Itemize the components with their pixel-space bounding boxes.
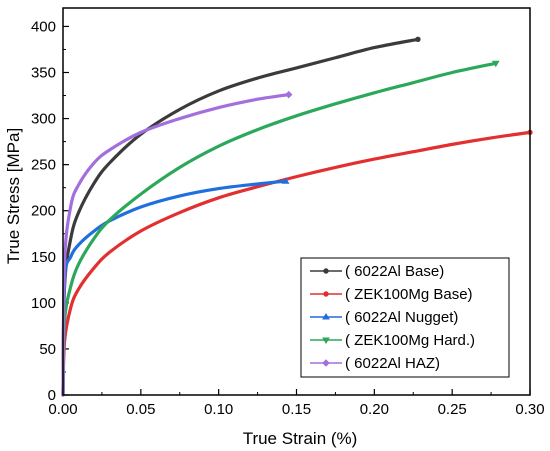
- series-line-5: [61, 93, 291, 397]
- y-tick-label: 200: [31, 203, 56, 220]
- y-tick-label: 400: [31, 18, 56, 35]
- y-tick-label: 350: [31, 65, 56, 82]
- legend-label: ( ZEK100Mg Hard.): [345, 332, 475, 349]
- x-tick-label: 0.00: [48, 401, 77, 418]
- legend-label: ( 6022Al HAZ): [345, 355, 440, 372]
- legend-label: ( 6022Al Nugget): [345, 309, 458, 326]
- x-tick-label: 0.20: [360, 401, 389, 418]
- series-line-1: [61, 37, 420, 397]
- legend-label: ( ZEK100Mg Base): [345, 286, 473, 303]
- legend-label: ( 6022Al Base): [345, 263, 444, 280]
- legend-swatch-marker: [323, 268, 329, 274]
- y-tick-label: 50: [39, 341, 56, 358]
- series-line-2: [61, 130, 532, 397]
- y-tick-label: 150: [31, 249, 56, 266]
- series-end-point-4: [491, 60, 500, 68]
- legend-swatch-marker: [322, 313, 330, 320]
- y-axis-title: True Stress [MPa]: [4, 128, 23, 264]
- series-end-point-3: [281, 177, 290, 184]
- plot-frame: [62, 7, 531, 396]
- x-tick-label: 0.30: [515, 401, 544, 418]
- x-tick-label: 0.05: [126, 401, 155, 418]
- x-tick-label: 0.15: [282, 401, 311, 418]
- legend: ( 6022Al Base) ( ZEK100Mg Base) ( 6022Al N…: [300, 257, 510, 378]
- x-tick-label: 0.25: [438, 401, 467, 418]
- y-tick-label: 250: [31, 157, 56, 174]
- x-tick-label: 0.10: [204, 401, 233, 418]
- x-axis-title: True Strain (%): [243, 429, 358, 448]
- axis-ticks: 0.00 0.05 0.10 0.15 0.20 0.25 0.30 0 50 100 150 200…: [31, 18, 545, 418]
- y-tick-label: 0: [48, 387, 56, 404]
- y-tick-label: 300: [31, 111, 56, 128]
- y-tick-label: 100: [31, 295, 56, 312]
- series-line-4: [61, 61, 498, 397]
- legend-swatch-marker: [322, 337, 330, 344]
- series-end-point-1: [415, 36, 421, 43]
- legend-swatch-marker: [323, 291, 329, 297]
- series-lines: [61, 36, 533, 397]
- series-end-point-5: [285, 90, 293, 99]
- legend-swatch-marker: [322, 359, 330, 367]
